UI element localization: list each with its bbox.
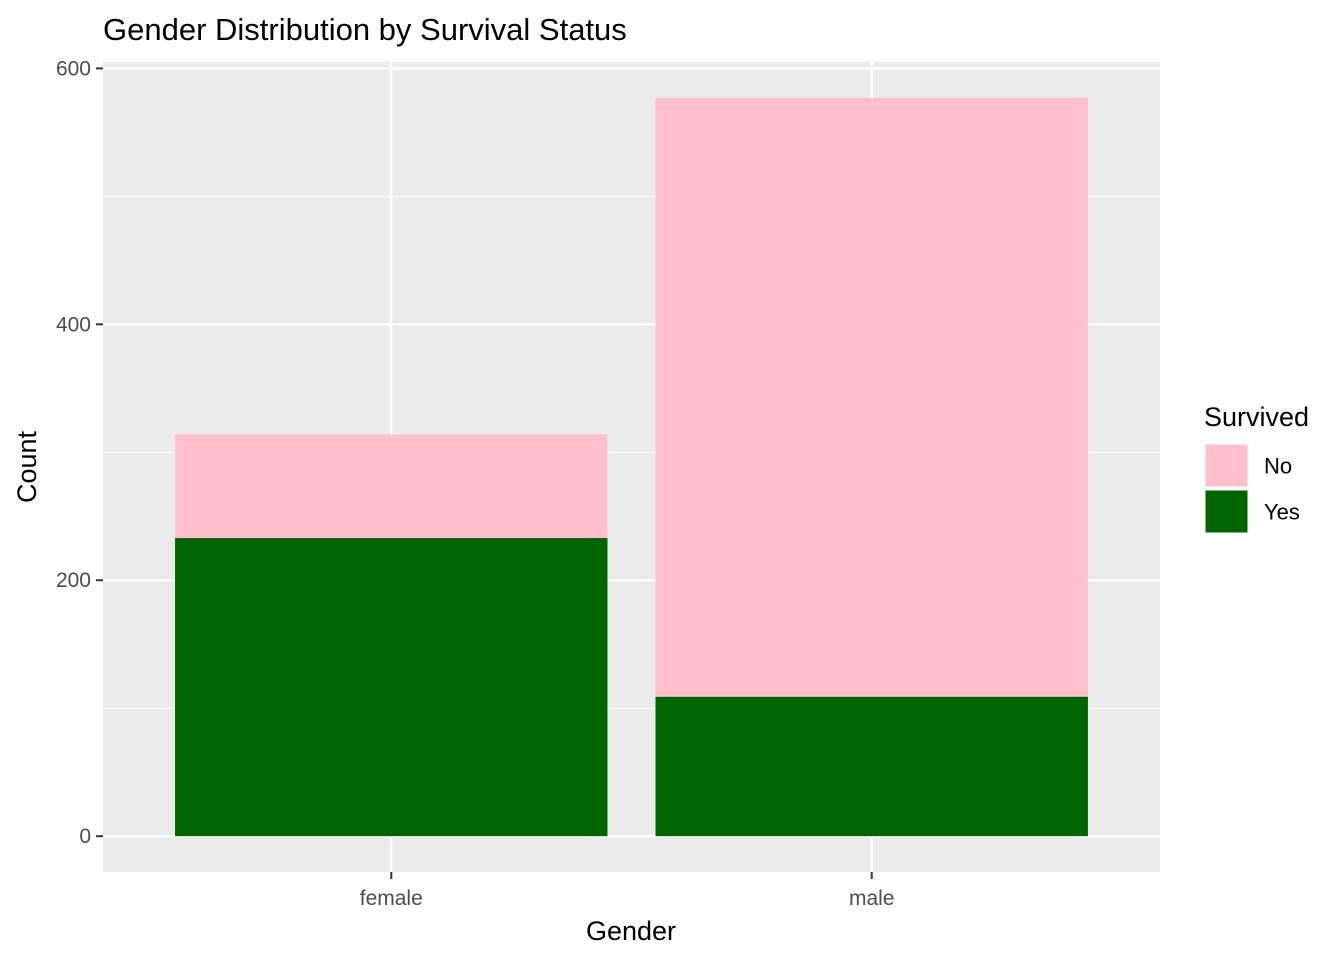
y-axis-title: Count [12,430,42,503]
legend-label-yes: Yes [1264,500,1300,525]
x-tick-label: female [360,887,423,910]
legend: Survived No Yes [1204,402,1309,534]
x-axis: female male [360,872,895,910]
y-tick-label: 0 [79,825,91,848]
x-tick-label: male [849,887,895,910]
legend-key-no [1204,443,1249,488]
y-tick-label: 200 [56,569,91,592]
y-tick-label: 400 [56,313,91,336]
bar-female-yes [175,538,608,837]
bar-male-no [655,97,1088,697]
legend-key-yes [1204,489,1249,534]
legend-title: Survived [1204,402,1309,432]
bar-female-no [175,434,608,539]
bars [175,97,1088,837]
y-axis: 0 200 400 600 [56,57,103,848]
bar-male-yes [655,696,1088,837]
chart-title: Gender Distribution by Survival Status [103,12,627,47]
y-tick-label: 600 [56,57,91,80]
x-axis-title: Gender [586,916,676,946]
legend-label-no: No [1264,454,1292,479]
